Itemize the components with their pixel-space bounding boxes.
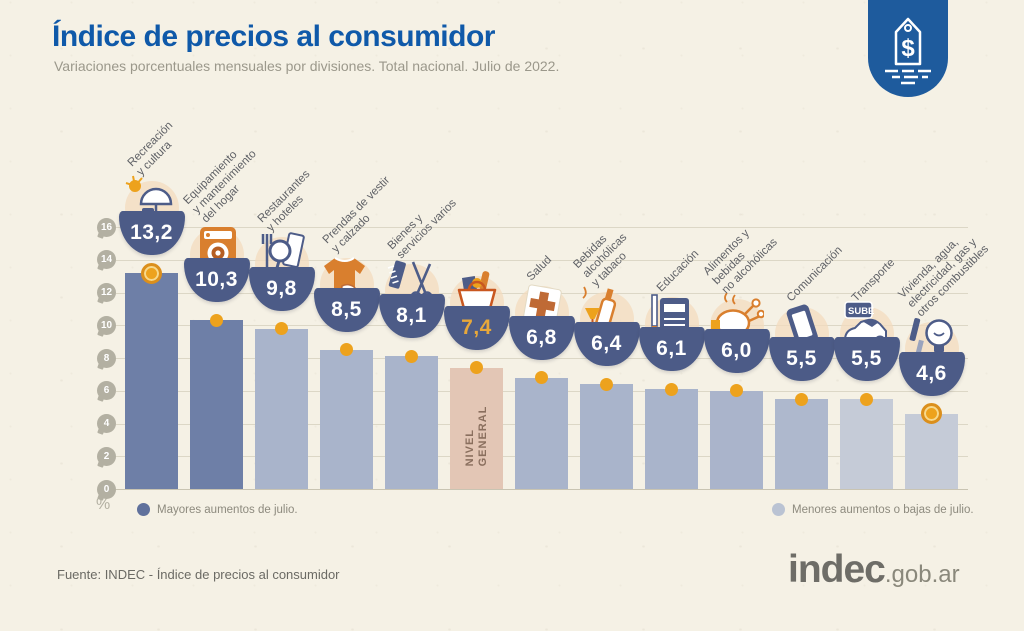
bar-value-bienes-servicios: 8,1	[396, 304, 427, 328]
y-tick-14: 14	[97, 250, 116, 270]
svg-text:SUBE: SUBE	[848, 306, 874, 317]
value-bubble-vivienda-servicios: 4,6	[898, 351, 965, 396]
bar-marker-recreacion-cultura	[141, 262, 162, 284]
gridline-16	[116, 227, 968, 229]
bar-value-salud: 6,8	[526, 325, 557, 349]
svg-text:$: $	[901, 35, 915, 62]
y-tick-16: 16	[97, 217, 116, 237]
value-bubble-salud: 6,8	[508, 315, 575, 360]
indec-logo-main: indec	[788, 548, 886, 591]
legend-dot-dark	[137, 503, 150, 516]
bar-marker-comunicacion	[795, 392, 808, 406]
bar-marker-alimentos-bebidas	[730, 384, 743, 398]
y-axis-unit-label: %	[96, 496, 111, 513]
value-bubble-equipamiento-hogar: 10,3	[183, 258, 250, 303]
bar-bebidas-alcoholicas-tabaco	[580, 384, 633, 489]
page-subtitle: Variaciones porcentuales mensuales por d…	[54, 58, 560, 74]
indec-logo: indec .gob.ar	[788, 548, 960, 592]
bar-value-transporte: 5,5	[851, 347, 882, 370]
source-note: Fuente: INDEC - Índice de precios al con…	[57, 567, 340, 582]
bar-restaurantes-hoteles	[255, 328, 308, 489]
value-bubble-transporte: 5,5	[833, 337, 900, 381]
bar-value-prendas-calzado: 8,5	[331, 297, 362, 321]
bar-marker-prendas-calzado	[340, 343, 353, 357]
car-sube-icon: SUBE	[840, 301, 894, 351]
value-bubble-recreacion-cultura: 13,2	[118, 211, 185, 255]
value-bubble-bebidas-alcoholicas-tabaco: 6,4	[573, 322, 640, 367]
legend-item-mayores: Mayores aumentos de julio.	[137, 503, 298, 516]
lightbulb-icon	[905, 316, 959, 366]
bar-marker-restaurantes-hoteles	[275, 322, 288, 336]
price-tag-badge: $	[868, 0, 948, 97]
value-bubble-bienes-servicios: 8,1	[378, 294, 445, 339]
bar-marker-transporte	[860, 392, 873, 406]
legend-label-menores: Menores aumentos o bajas de julio.	[792, 503, 974, 516]
indec-logo-suffix: .gob.ar	[884, 561, 960, 588]
legend-label-mayores: Mayores aumentos de julio.	[157, 503, 298, 516]
y-tick-10: 10	[97, 315, 116, 335]
bar-value-recreacion-cultura: 13,2	[130, 221, 173, 244]
y-tick-6: 6	[97, 381, 116, 401]
bar-prendas-calzado	[320, 349, 373, 489]
bar-comunicacion	[775, 399, 828, 489]
value-bubble-educacion: 6,1	[638, 327, 705, 372]
bar-marker-vivienda-servicios	[921, 403, 942, 425]
category-label-bienes-servicios: Bienes y servicios varios	[385, 197, 459, 262]
bar-marker-salud	[535, 371, 548, 385]
bar-nivel-general	[450, 367, 503, 489]
y-tick-12: 12	[97, 283, 116, 303]
value-bubble-comunicacion: 5,5	[768, 337, 835, 381]
bar-transporte	[840, 399, 893, 489]
legend-item-menores: Menores aumentos o bajas de julio.	[772, 503, 974, 516]
bar-value-nivel-general: 7,4	[461, 315, 492, 339]
value-bubble-restaurantes-hoteles: 9,8	[248, 266, 315, 311]
legend-dot-light	[772, 503, 785, 516]
bar-value-comunicacion: 5,5	[786, 347, 817, 370]
value-bubble-alimentos-bebidas: 6,0	[703, 328, 770, 373]
gridline-0	[116, 489, 968, 490]
price-tag-icon: $	[868, 0, 948, 97]
bar-vivienda-servicios	[905, 413, 958, 489]
y-tick-0: 0	[97, 479, 116, 499]
y-tick-4: 4	[97, 414, 116, 434]
gridline-14	[116, 259, 968, 261]
bar-marker-equipamiento-hogar	[210, 313, 223, 327]
value-bubble-nivel-general: 7,4	[443, 305, 510, 350]
bar-value-alimentos-bebidas: 6,0	[721, 338, 752, 362]
y-tick-8: 8	[97, 348, 116, 368]
bar-marker-bienes-servicios	[405, 349, 418, 363]
notebook-pencil-icon	[645, 291, 699, 341]
bar-marker-bebidas-alcoholicas-tabaco	[600, 377, 613, 391]
bar-value-educacion: 6,1	[656, 337, 687, 361]
bar-marker-nivel-general	[470, 361, 483, 375]
bar-inner-label-nivel-general: NIVEL GENERAL	[463, 405, 489, 467]
bar-recreacion-cultura	[125, 273, 178, 489]
page-title: Índice de precios al consumidor	[52, 20, 495, 53]
bar-value-restaurantes-hoteles: 9,8	[266, 276, 297, 300]
bar-educacion	[645, 389, 698, 489]
bar-value-equipamiento-hogar: 10,3	[195, 268, 238, 292]
bar-alimentos-bebidas	[710, 390, 763, 489]
y-tick-2: 2	[97, 446, 116, 466]
bar-value-vivienda-servicios: 4,6	[916, 361, 947, 385]
bar-value-bebidas-alcoholicas-tabaco: 6,4	[591, 332, 622, 356]
bar-marker-educacion	[665, 382, 678, 396]
smartphone-icon	[775, 301, 829, 351]
bar-salud	[515, 377, 568, 489]
bar-equipamiento-hogar	[190, 320, 243, 489]
bar-bienes-servicios	[385, 356, 438, 489]
